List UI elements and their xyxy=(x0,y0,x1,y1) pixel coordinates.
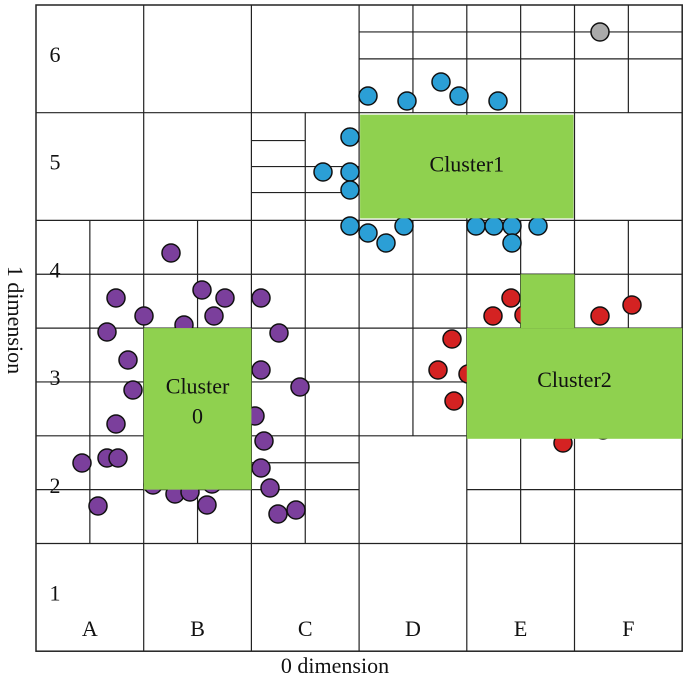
point xyxy=(251,288,271,308)
point xyxy=(268,504,288,524)
column-label: E xyxy=(514,616,527,641)
point xyxy=(134,306,154,326)
point xyxy=(466,216,486,236)
x-axis-label: 0 dimension xyxy=(281,653,389,678)
row-label: 1 xyxy=(50,581,61,606)
point xyxy=(251,360,271,380)
column-label: F xyxy=(622,616,634,641)
point xyxy=(340,127,360,147)
cluster-label: Cluster2 xyxy=(537,367,612,392)
column-label: C xyxy=(298,616,313,641)
point xyxy=(286,500,306,520)
point xyxy=(397,91,417,111)
y-axis-label: 1 dimension xyxy=(3,266,28,374)
column-label: D xyxy=(405,616,421,641)
point xyxy=(449,86,469,106)
cluster-boxes xyxy=(143,114,683,490)
labels: Cluster1 Cluster 0 Cluster2 A B C D E F 6 5 4 3 2 1 xyxy=(50,42,635,641)
point xyxy=(215,288,235,308)
point xyxy=(484,216,504,236)
point xyxy=(622,295,642,315)
point xyxy=(488,91,508,111)
point xyxy=(340,180,360,200)
point xyxy=(72,453,92,473)
point xyxy=(442,329,462,349)
point xyxy=(108,448,128,468)
point xyxy=(251,458,271,478)
point xyxy=(358,86,378,106)
row-label: 6 xyxy=(50,42,61,67)
point xyxy=(590,306,610,326)
point xyxy=(254,431,274,451)
point xyxy=(123,380,143,400)
point xyxy=(197,495,217,515)
point xyxy=(431,72,451,92)
row-label: 4 xyxy=(50,257,61,282)
point xyxy=(192,280,212,300)
cluster-box xyxy=(143,328,252,490)
point xyxy=(106,414,126,434)
point xyxy=(313,162,333,182)
cluster-box xyxy=(360,114,574,219)
point xyxy=(340,162,360,182)
cluster-label: 0 xyxy=(192,404,203,429)
row-label: 5 xyxy=(50,150,61,175)
point xyxy=(394,216,414,236)
point xyxy=(106,288,126,308)
point xyxy=(97,322,117,342)
cluster-label: Cluster xyxy=(166,374,230,399)
row-label: 3 xyxy=(50,365,61,390)
row-label: 2 xyxy=(50,473,61,498)
point xyxy=(502,233,522,253)
point xyxy=(161,243,181,263)
point xyxy=(204,306,224,326)
point xyxy=(428,360,448,380)
point xyxy=(483,306,503,326)
cluster-box xyxy=(520,274,575,329)
point xyxy=(528,216,548,236)
point xyxy=(501,288,521,308)
point xyxy=(260,478,280,498)
point xyxy=(290,377,310,397)
point xyxy=(269,323,289,343)
point xyxy=(590,22,610,42)
point xyxy=(502,216,522,236)
column-label: A xyxy=(82,616,98,641)
point xyxy=(358,223,378,243)
point xyxy=(376,233,396,253)
cluster-label: Cluster1 xyxy=(430,152,505,177)
point xyxy=(88,496,108,516)
point xyxy=(340,216,360,236)
column-label: B xyxy=(190,616,205,641)
cluster-box xyxy=(466,328,683,439)
point xyxy=(118,350,138,370)
point xyxy=(444,391,464,411)
